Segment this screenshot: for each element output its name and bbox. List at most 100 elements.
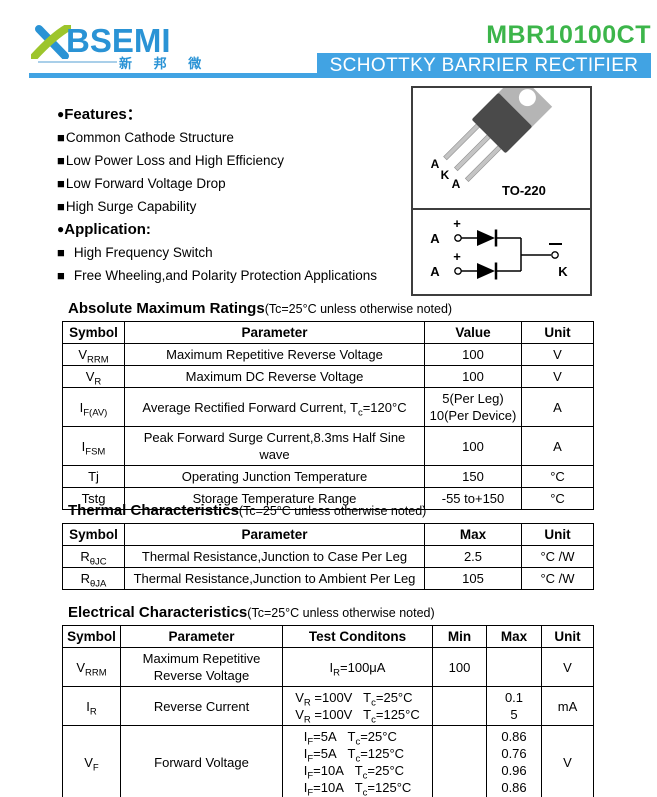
- dual-diode-circuit-icon: A A + + K: [430, 216, 568, 280]
- column-header: Parameter: [124, 523, 425, 546]
- data-table: Symbol Parameter Test Conditons Min Max Unit V…: [62, 625, 594, 797]
- table-cell: V: [541, 647, 594, 687]
- table-row: Tj Operating Junction Temperature 150 °C: [62, 465, 594, 488]
- square-bullet-icon: ■: [57, 153, 65, 168]
- table-cell: 100: [424, 426, 522, 466]
- table-cell: 100: [424, 343, 522, 366]
- table-row: VRRM Maximum Repetitive Reverse Voltage IR=…: [62, 647, 594, 687]
- circle-bullet-icon: ●: [57, 107, 65, 121]
- column-header: Value: [424, 321, 522, 344]
- table-cell: RθJC: [62, 545, 125, 568]
- table-row: RθJA Thermal Resistance,Junction to Ambie…: [62, 567, 594, 590]
- table-row: IR Reverse Current VR =100V Tc=25°C VR =100…: [62, 686, 594, 726]
- application-item-label: Free Wheeling,and Polarity Protection Ap…: [73, 268, 378, 283]
- table-cell: IF=5A Tc=25°C IF=5A Tc=125°C IF=10A Tc=25°…: [282, 725, 433, 797]
- table-cell: VRRM: [62, 647, 121, 687]
- table-row: IFSM Peak Forward Surge Current,8.3ms Hal…: [62, 426, 594, 466]
- package-drawing-box: A K A TO-220: [413, 72, 590, 210]
- plus-sign-2: +: [453, 249, 461, 264]
- table-cell: Thermal Resistance,Junction to Ambient P…: [124, 567, 425, 590]
- table-cell: V: [521, 343, 594, 366]
- table-cell: [432, 686, 487, 726]
- table-cell: Forward Voltage: [120, 725, 283, 797]
- table-row: VF Forward Voltage IF=5A Tc=25°C IF=5A Tc=1…: [62, 725, 594, 797]
- feature-item-label: Low Forward Voltage Drop: [65, 176, 226, 191]
- table-cell: V: [541, 725, 594, 797]
- column-header: Max: [486, 625, 542, 648]
- table-cell: °C: [521, 465, 594, 488]
- section-title: Absolute Maximum Ratings: [68, 300, 265, 317]
- table-cell: A: [521, 426, 594, 466]
- application-item: ■ High Frequency Switch: [57, 241, 409, 264]
- application-title-label: Application:: [64, 221, 151, 238]
- table-cell: 100: [424, 365, 522, 388]
- section-note: (Tc=25°C unless otherwise noted): [238, 504, 427, 518]
- feature-item: ■Common Cathode Structure: [57, 126, 409, 149]
- circuit-anode-label-1: A: [430, 231, 440, 246]
- table-cell: Reverse Current: [120, 686, 283, 726]
- table-cell: Thermal Resistance,Junction to Case Per …: [124, 545, 425, 568]
- table-cell: IR=100μA: [282, 647, 433, 687]
- column-header: Parameter: [124, 321, 425, 344]
- data-table: Symbol Parameter Value Unit VRRM Maximum Repe…: [62, 321, 594, 510]
- application-item: ■ Free Wheeling,and Polarity Protection A…: [57, 264, 409, 287]
- application-list: ■ High Frequency Switch ■ Free Wheeling,and…: [57, 241, 409, 287]
- table-cell: 5(Per Leg) 10(Per Device): [424, 387, 522, 427]
- table-cell: °C /W: [521, 567, 594, 590]
- column-header: Symbol: [62, 523, 125, 546]
- table-cell: 100: [432, 647, 487, 687]
- application-item-label: High Frequency Switch: [73, 245, 213, 260]
- logo-text: BSEMI: [66, 22, 171, 59]
- features-list: ■Common Cathode Structure ■Low Power Loss…: [57, 126, 409, 218]
- column-header: Parameter: [120, 625, 283, 648]
- table-cell: IFSM: [62, 426, 125, 466]
- absolute-maximum-ratings-table: Symbol Parameter Value Unit VRRM Maximum Repe…: [62, 321, 594, 510]
- electrical-characteristics-table: Symbol Parameter Test Conditons Min Max Unit V…: [62, 625, 594, 797]
- logo-divider-line: [38, 61, 117, 63]
- column-header: Symbol: [62, 321, 125, 344]
- table-cell: Operating Junction Temperature: [124, 465, 425, 488]
- table-header-row: Symbol Parameter Test Conditons Min Max Unit: [62, 625, 594, 648]
- circuit-diagram-box: A A + + K: [413, 210, 590, 290]
- column-header: Unit: [521, 523, 594, 546]
- square-bullet-icon: ■: [57, 176, 65, 191]
- table-cell: Storage Temperature Range: [124, 487, 425, 510]
- table-cell: 2.5: [424, 545, 522, 568]
- column-header: Min: [432, 625, 487, 648]
- section-note: (Tc=25°C unless otherwise noted): [247, 606, 435, 620]
- table-cell: 150: [424, 465, 522, 488]
- table-header-row: Symbol Parameter Value Unit: [62, 321, 594, 344]
- to220-package-icon: A K A TO-220: [431, 72, 553, 198]
- table-cell: VF: [62, 725, 121, 797]
- square-bullet-icon: ■: [57, 199, 65, 214]
- circuit-cathode-label: K: [558, 264, 568, 279]
- column-header: Max: [424, 523, 522, 546]
- table-cell: 105: [424, 567, 522, 590]
- table-cell: °C: [521, 487, 594, 510]
- package-name-label: TO-220: [502, 183, 546, 198]
- plus-sign-1: +: [453, 216, 461, 231]
- feature-item: ■Low Power Loss and High Efficiency: [57, 149, 409, 172]
- features-section: ●Features： ■Common Cathode Structure ■Low…: [57, 103, 409, 287]
- table-cell: VR: [62, 365, 125, 388]
- application-title: ●Application:: [57, 218, 409, 241]
- table-row: VRRM Maximum Repetitive Reverse Voltage 10…: [62, 343, 594, 366]
- table-cell: °C /W: [521, 545, 594, 568]
- package-panel: A K A TO-220 A A + +: [411, 72, 592, 296]
- thermal-characteristics-section: Thermal Characteristics(Tc=25°C unless o…: [62, 502, 594, 590]
- table-row: VR Maximum DC Reverse Voltage 100 V: [62, 365, 594, 388]
- section-heading: Absolute Maximum Ratings(Tc=25°C unless …: [62, 300, 594, 318]
- table-cell: 0.86 0.76 0.96 0.86: [486, 725, 542, 797]
- electrical-characteristics-section: Electrical Characteristics(Tc=25°C unles…: [62, 604, 594, 797]
- table-cell: A: [521, 387, 594, 427]
- feature-item-label: High Surge Capability: [65, 199, 197, 214]
- absolute-maximum-ratings-section: Absolute Maximum Ratings(Tc=25°C unless …: [62, 300, 594, 510]
- header-underline-bar: [29, 73, 317, 78]
- feature-item-label: Low Power Loss and High Efficiency: [65, 153, 284, 168]
- circle-bullet-icon: ●: [57, 222, 65, 236]
- table-cell: mA: [541, 686, 594, 726]
- table-cell: IF(AV): [62, 387, 125, 427]
- table-row: IF(AV) Average Rectified Forward Current,…: [62, 387, 594, 427]
- table-cell: Maximum Repetitive Reverse Voltage: [120, 647, 283, 687]
- table-cell: -55 to+150: [424, 487, 522, 510]
